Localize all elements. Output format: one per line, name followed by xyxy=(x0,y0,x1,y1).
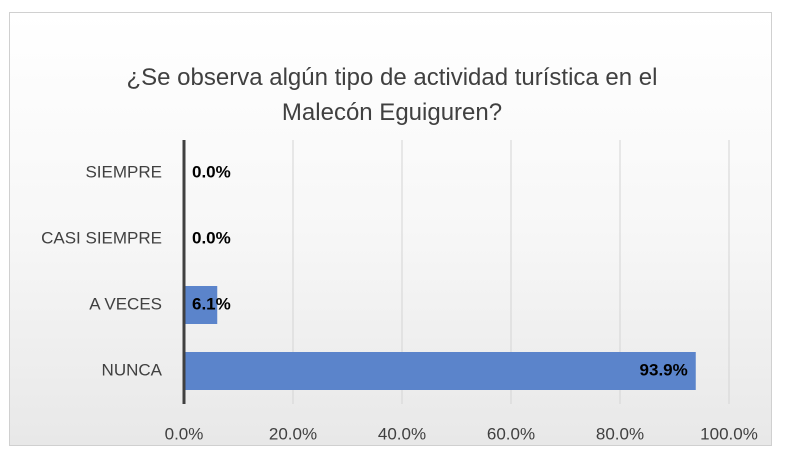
data-label: 93.9% xyxy=(640,360,688,379)
chart-title: ¿Se observa algún tipo de actividad turí… xyxy=(126,64,658,126)
x-tick-label: 80.0% xyxy=(596,424,644,443)
bar xyxy=(184,352,696,390)
bar xyxy=(184,286,218,324)
data-label: 6.1% xyxy=(192,294,231,313)
x-tick-label: 0.0% xyxy=(165,424,204,443)
y-tick-label: NUNCA xyxy=(102,360,163,379)
y-tick-label: CASI SIEMPRE xyxy=(41,228,162,247)
data-label: 0.0% xyxy=(192,162,231,181)
x-tick-label: 40.0% xyxy=(378,424,426,443)
y-tick-label: SIEMPRE xyxy=(85,162,162,181)
x-tick-label: 20.0% xyxy=(269,424,317,443)
x-tick-label: 100.0% xyxy=(700,424,758,443)
data-label: 0.0% xyxy=(192,228,231,247)
y-tick-label: A VECES xyxy=(89,294,162,313)
x-tick-label: 60.0% xyxy=(487,424,535,443)
